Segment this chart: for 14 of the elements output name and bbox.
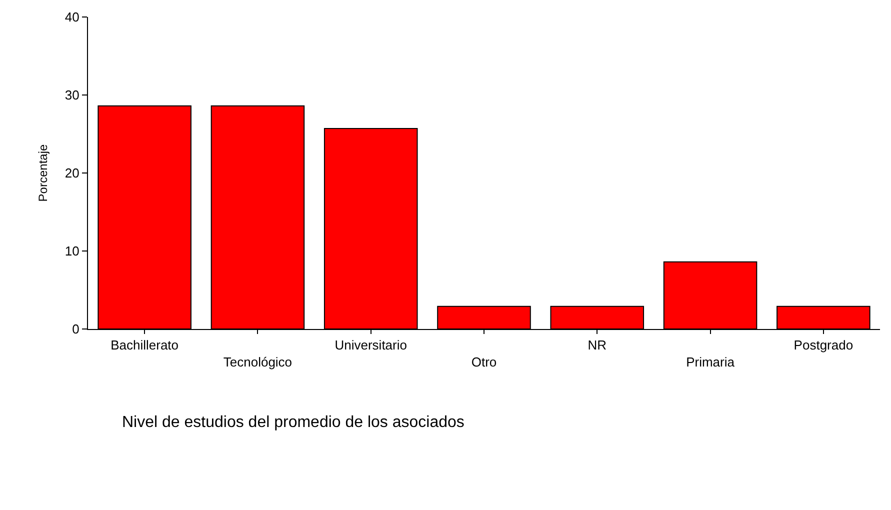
y-tick-label: 30 bbox=[64, 88, 80, 103]
x-tick-label: Tecnológico bbox=[223, 354, 292, 370]
y-tick-label: 20 bbox=[64, 166, 80, 181]
x-tick-label: Primaria bbox=[686, 354, 736, 370]
x-axis-title: Nivel de estudios del promedio de los asociados bbox=[122, 414, 464, 431]
x-tick-label: Universitario bbox=[334, 338, 407, 353]
y-tick-label: 40 bbox=[64, 10, 80, 25]
y-tick-label: 0 bbox=[72, 322, 80, 337]
x-tick-label: Bachillerato bbox=[110, 338, 179, 353]
y-axis-title: Porcentaje bbox=[36, 144, 50, 202]
x-tick-label: Otro bbox=[471, 354, 497, 370]
y-tick-label: 10 bbox=[64, 244, 80, 259]
x-tick-label: Postgrado bbox=[794, 338, 854, 353]
x-tick-label: NR bbox=[588, 338, 607, 353]
